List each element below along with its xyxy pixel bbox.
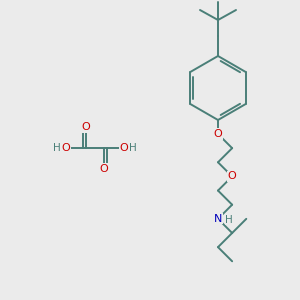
Text: O: O	[120, 143, 128, 153]
Text: O: O	[228, 171, 236, 182]
Text: H: H	[129, 143, 137, 153]
Text: O: O	[82, 122, 90, 132]
Text: H: H	[53, 143, 61, 153]
Text: O: O	[100, 164, 108, 174]
Text: H: H	[225, 215, 233, 225]
Text: N: N	[214, 214, 222, 224]
Text: O: O	[214, 129, 222, 139]
Text: O: O	[61, 143, 70, 153]
